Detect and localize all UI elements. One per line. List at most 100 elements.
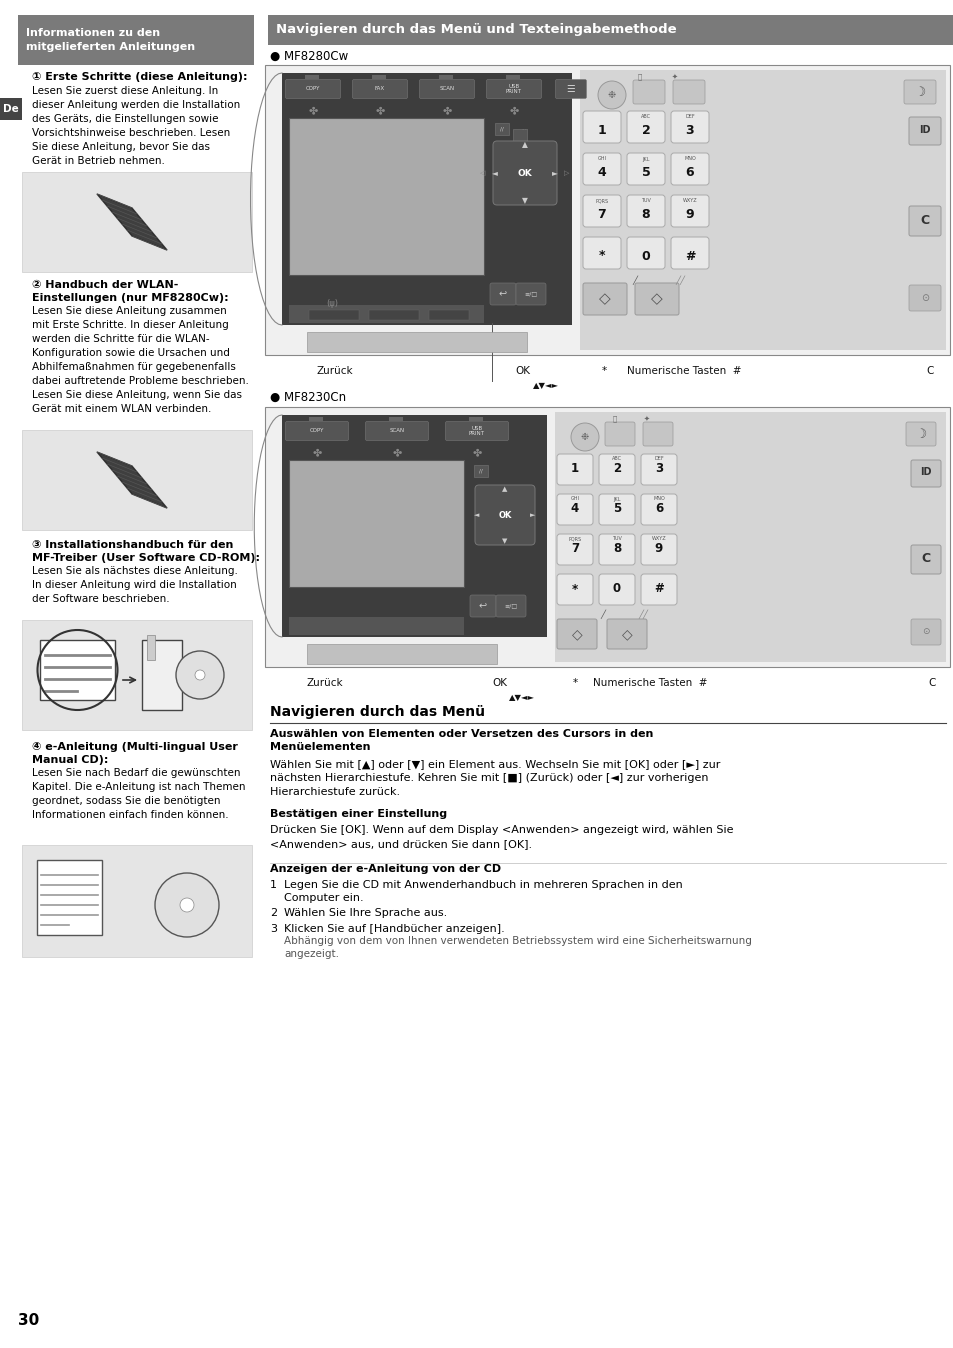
Text: ✤: ✤: [308, 106, 317, 116]
Text: 4: 4: [597, 166, 606, 178]
Text: ⬛: ⬛: [612, 415, 617, 422]
Text: 8: 8: [641, 208, 650, 221]
Text: ↩: ↩: [498, 288, 507, 299]
Bar: [289, 460, 463, 586]
Text: *: *: [601, 367, 606, 376]
FancyBboxPatch shape: [642, 422, 672, 446]
Text: (ψ): (ψ): [326, 298, 337, 307]
Bar: [40, 640, 115, 700]
Text: ❉: ❉: [607, 90, 616, 100]
Bar: [555, 412, 945, 662]
FancyBboxPatch shape: [635, 283, 679, 315]
Bar: [265, 407, 949, 667]
Text: ⊙: ⊙: [920, 293, 928, 303]
Bar: [309, 417, 323, 421]
Text: ◄: ◄: [474, 512, 479, 518]
Text: ① Erste Schritte (diese Anleitung):: ① Erste Schritte (diese Anleitung):: [32, 71, 247, 82]
Text: ╱: ╱: [599, 609, 605, 619]
FancyBboxPatch shape: [604, 422, 635, 446]
Text: ● MF8280Cw: ● MF8280Cw: [270, 50, 348, 63]
FancyBboxPatch shape: [419, 80, 474, 98]
Text: ☽: ☽: [915, 427, 925, 441]
Text: ╱╱: ╱╱: [638, 609, 647, 619]
Text: ❉: ❉: [580, 431, 588, 442]
Text: OK: OK: [515, 367, 530, 376]
Text: Bestätigen einer Einstellung: Bestätigen einer Einstellung: [270, 809, 447, 820]
Text: ....: ....: [521, 125, 528, 131]
FancyBboxPatch shape: [626, 154, 664, 185]
FancyBboxPatch shape: [640, 534, 677, 565]
FancyBboxPatch shape: [557, 454, 593, 485]
Text: 7: 7: [597, 208, 606, 221]
Text: COPY: COPY: [306, 86, 320, 92]
Text: ● MF8230Cn: ● MF8230Cn: [270, 391, 346, 404]
FancyBboxPatch shape: [516, 283, 545, 305]
FancyBboxPatch shape: [475, 485, 535, 545]
Circle shape: [180, 898, 193, 913]
Bar: [22, 845, 252, 957]
FancyBboxPatch shape: [582, 111, 620, 143]
FancyBboxPatch shape: [598, 493, 635, 524]
Text: 3: 3: [270, 923, 276, 934]
Bar: [307, 332, 526, 352]
FancyBboxPatch shape: [365, 422, 428, 441]
Text: ▼: ▼: [502, 538, 507, 545]
Bar: [389, 417, 402, 421]
Text: #: #: [684, 249, 695, 263]
Text: SCAN: SCAN: [389, 429, 404, 434]
Text: 4: 4: [570, 503, 578, 515]
Bar: [495, 123, 509, 135]
Text: Anzeigen der e-Anleitung von der CD: Anzeigen der e-Anleitung von der CD: [270, 864, 500, 874]
FancyBboxPatch shape: [910, 545, 940, 574]
Text: WXYZ: WXYZ: [682, 198, 697, 204]
Bar: [0, 98, 22, 120]
Text: 3: 3: [685, 124, 694, 136]
Text: ✤: ✤: [509, 106, 518, 116]
Text: Wählen Sie mit [▲] oder [▼] ein Element aus. Wechseln Sie mit [OK] oder [►] zur
: Wählen Sie mit [▲] oder [▼] ein Element …: [270, 759, 720, 797]
Text: 8: 8: [612, 542, 620, 555]
Text: 7: 7: [570, 542, 578, 555]
Text: ✦: ✦: [671, 74, 678, 80]
Bar: [37, 860, 102, 936]
FancyBboxPatch shape: [493, 142, 557, 205]
Bar: [267, 73, 282, 325]
FancyBboxPatch shape: [557, 574, 593, 605]
Text: Lesen Sie als nächstes diese Anleitung.
In dieser Anleitung wird die Installatio: Lesen Sie als nächstes diese Anleitung. …: [32, 566, 237, 604]
Text: PQRS: PQRS: [568, 537, 581, 542]
Text: FAX: FAX: [375, 86, 385, 92]
Bar: [22, 430, 252, 530]
Text: De: De: [3, 104, 19, 115]
FancyBboxPatch shape: [640, 493, 677, 524]
Text: C: C: [925, 367, 932, 376]
Text: *: *: [598, 249, 604, 263]
FancyBboxPatch shape: [606, 619, 646, 648]
Text: ③ Installationshandbuch für den
MF-Treiber (User Software CD-ROM):: ③ Installationshandbuch für den MF-Treib…: [32, 541, 260, 563]
Text: Abhängig von dem von Ihnen verwendeten Betriebssystem wird eine Sicherheitswarnu: Abhängig von dem von Ihnen verwendeten B…: [284, 936, 751, 960]
FancyBboxPatch shape: [626, 237, 664, 270]
Text: ✤: ✤: [375, 106, 384, 116]
Text: //: //: [499, 127, 503, 132]
Text: Lesen Sie nach Bedarf die gewünschten
Kapitel. Die e-Anleitung ist nach Themen
g: Lesen Sie nach Bedarf die gewünschten Ka…: [32, 768, 245, 820]
Text: ►: ►: [552, 168, 558, 178]
Text: ╱╱: ╱╱: [675, 275, 684, 284]
Text: Auswählen von Elementen oder Versetzen des Cursors in den
Menüelementen: Auswählen von Elementen oder Versetzen d…: [270, 729, 653, 752]
Text: MNO: MNO: [653, 496, 664, 501]
Text: ►: ►: [530, 512, 536, 518]
FancyBboxPatch shape: [640, 574, 677, 605]
Text: USB
PRINT: USB PRINT: [469, 426, 484, 437]
Text: ✤: ✤: [472, 448, 481, 458]
Text: ▲▼◄►: ▲▼◄►: [509, 693, 535, 702]
FancyBboxPatch shape: [670, 111, 708, 143]
Circle shape: [598, 81, 625, 109]
Text: 2: 2: [270, 909, 276, 918]
FancyBboxPatch shape: [903, 80, 935, 104]
Bar: [289, 617, 463, 635]
Text: Klicken Sie auf [Handbücher anzeigen].: Klicken Sie auf [Handbücher anzeigen].: [284, 923, 504, 934]
Circle shape: [154, 874, 219, 937]
Bar: [289, 305, 483, 324]
Text: ▲: ▲: [502, 487, 507, 492]
Text: OK: OK: [497, 511, 511, 519]
FancyBboxPatch shape: [910, 460, 940, 487]
FancyBboxPatch shape: [670, 195, 708, 226]
Text: 6: 6: [654, 503, 662, 515]
